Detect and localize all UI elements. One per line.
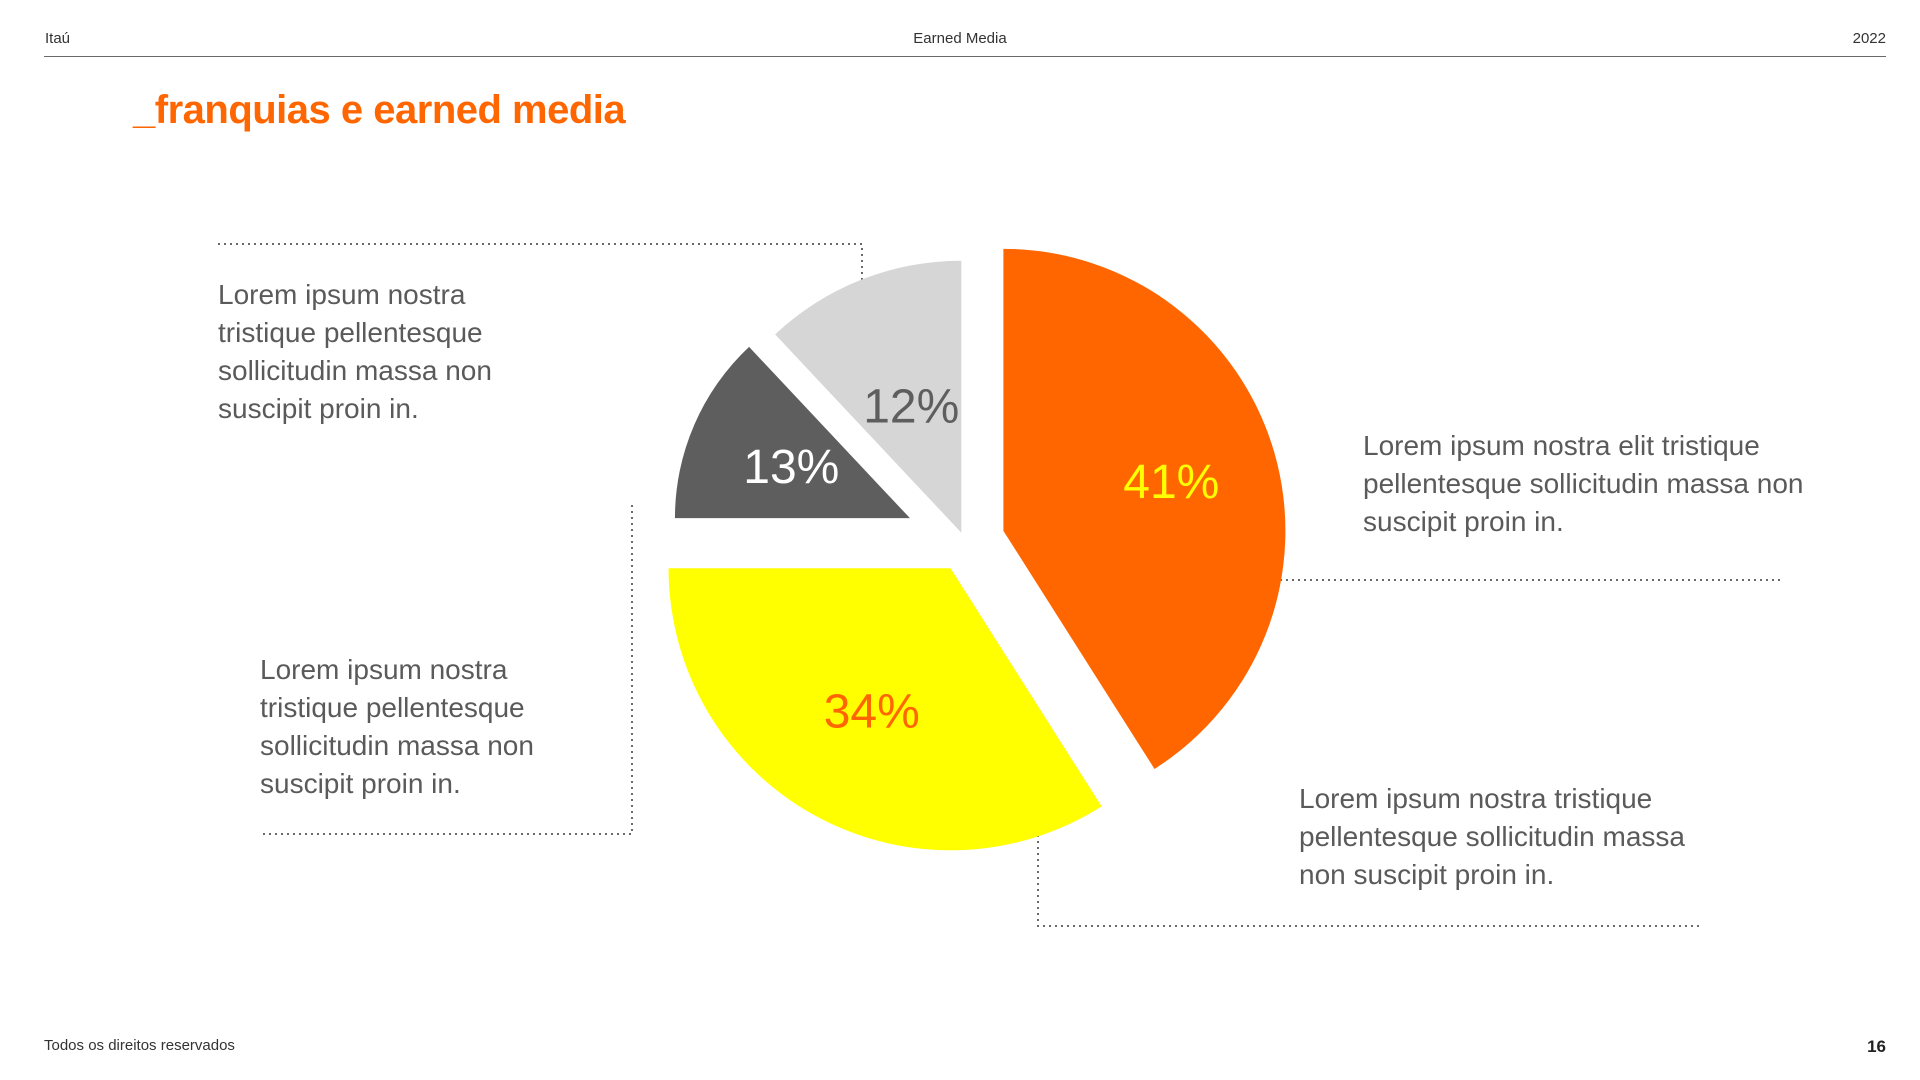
slice-label-12: 12% [863, 380, 959, 433]
header-brand: Itaú [45, 30, 71, 47]
header-section-title: Earned Media [913, 30, 1007, 47]
pie-slice-41 [1003, 248, 1286, 769]
callout-text-34: Lorem ipsum nostra tristique pellentesqu… [1299, 783, 1685, 890]
leader-line-13 [262, 505, 633, 835]
slice-label-41: 41% [1123, 456, 1219, 509]
page-title: _franquias e earned media [133, 88, 626, 132]
header-year: 2022 [1852, 30, 1886, 47]
pie-slice-12 [775, 260, 962, 533]
callout-text-13: Lorem ipsum nostra tristique pellentesqu… [260, 654, 534, 799]
footer-rights: Todos os direitos reservados [44, 1037, 235, 1054]
pie-slice-34 [668, 568, 1102, 851]
page-number: 16 [1867, 1037, 1886, 1056]
header-divider [44, 56, 1886, 57]
slice-label-34: 34% [824, 686, 920, 739]
leader-line-34 [1037, 793, 1702, 927]
callout-text-41: Lorem ipsum nostra elit tristique pellen… [1363, 430, 1804, 537]
pie-slice-13 [674, 346, 910, 519]
slice-label-13: 13% [743, 441, 839, 494]
callout-text-12: Lorem ipsum nostra tristique pellentesqu… [218, 279, 492, 424]
